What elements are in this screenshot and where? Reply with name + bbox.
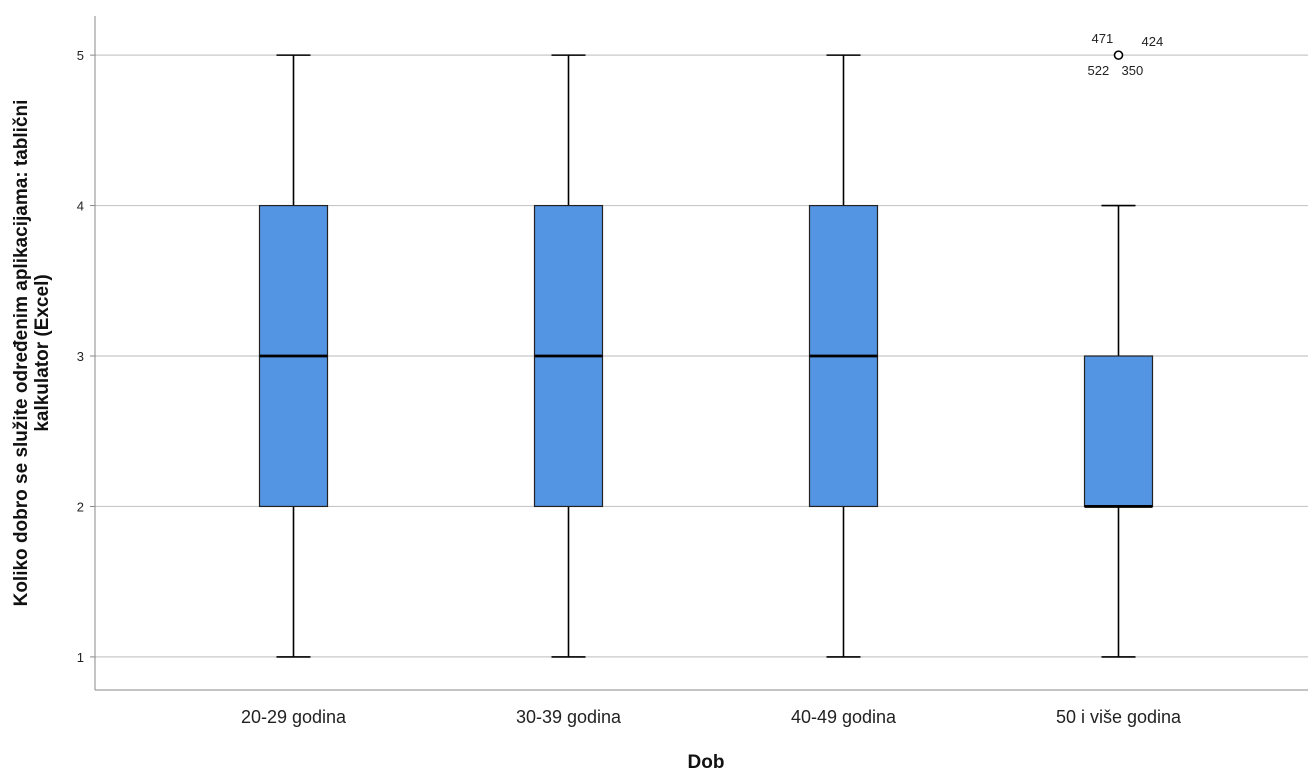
y-tick-label: 3	[77, 349, 84, 364]
outlier-point	[1113, 50, 1124, 60]
x-category-label: 30-39 godina	[516, 707, 622, 727]
box-group	[533, 54, 604, 658]
y-tick-label: 4	[77, 199, 84, 214]
box-group: 471 424 522 350	[1083, 31, 1164, 658]
x-axis-category-labels: 20-29 godina 30-39 godina 40-49 godina 50 i…	[241, 707, 1182, 727]
x-axis-title: Dob	[688, 752, 725, 772]
y-tick-label: 2	[77, 499, 84, 514]
x-category-label: 50 i više godina	[1056, 707, 1182, 727]
y-axis-title: Koliko dobro se služite određenim aplika…	[11, 100, 53, 607]
y-axis-title-line-1: Koliko dobro se služite određenim aplika…	[11, 100, 32, 607]
box-series: 471 424 522 350	[258, 31, 1164, 658]
box-group	[258, 54, 329, 658]
x-category-label: 40-49 godina	[791, 707, 897, 727]
outlier-label: 350	[1122, 63, 1144, 78]
outlier-label: 424	[1142, 34, 1164, 49]
y-axis-title-line-2: kalkulator (Excel)	[32, 274, 53, 431]
y-axis-ticks: 1 2 3 4 5	[77, 48, 95, 665]
y-tick-label: 1	[77, 650, 84, 665]
box-iqr	[1083, 355, 1154, 508]
outlier-label: 471	[1092, 31, 1114, 46]
x-category-label: 20-29 godina	[241, 707, 347, 727]
y-tick-label: 5	[77, 48, 84, 63]
outlier-label: 522	[1088, 63, 1110, 78]
box-group	[808, 54, 879, 658]
